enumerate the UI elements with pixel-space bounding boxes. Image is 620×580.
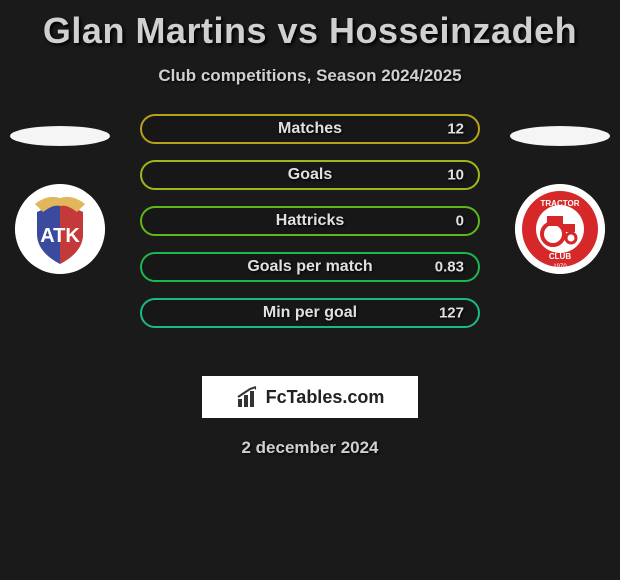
svg-text:CLUB: CLUB	[549, 252, 571, 261]
date-text: 2 december 2024	[0, 438, 620, 458]
stat-value: 12	[447, 121, 464, 138]
stat-label: Goals	[288, 166, 332, 184]
brand-text: FcTables.com	[266, 387, 385, 408]
stat-label: Hattricks	[276, 212, 344, 230]
stat-value: 0	[456, 213, 464, 230]
page-title: Glan Martins vs Hosseinzadeh	[0, 0, 620, 52]
team-left-crest: ATK	[15, 184, 105, 274]
stat-value: 127	[439, 305, 464, 322]
svg-text:1970: 1970	[553, 264, 567, 270]
svg-text:ATK: ATK	[40, 225, 80, 247]
team-left-name-ellipse	[10, 126, 110, 146]
chart-icon	[236, 385, 260, 409]
brand-box[interactable]: FcTables.com	[202, 376, 418, 418]
stat-row: Hattricks 0	[140, 206, 480, 236]
stats-list: Matches 12 Goals 10 Hattricks 0 Goals pe…	[140, 114, 480, 344]
subtitle: Club competitions, Season 2024/2025	[0, 66, 620, 86]
svg-text:TRACTOR: TRACTOR	[541, 199, 580, 208]
stat-label: Min per goal	[263, 304, 357, 322]
comparison-area: ATK TRACTOR CLUB 1970 Matches 12	[0, 114, 620, 364]
tractor-crest-icon: TRACTOR CLUB 1970	[515, 184, 605, 274]
stat-row: Min per goal 127	[140, 298, 480, 328]
stat-value: 0.83	[435, 259, 464, 276]
stat-label: Goals per match	[247, 258, 372, 276]
team-left-column: ATK	[0, 114, 120, 274]
stat-value: 10	[447, 167, 464, 184]
stat-row: Matches 12	[140, 114, 480, 144]
team-right-crest: TRACTOR CLUB 1970	[515, 184, 605, 274]
stat-row: Goals 10	[140, 160, 480, 190]
stat-row: Goals per match 0.83	[140, 252, 480, 282]
atk-crest-icon: ATK	[15, 184, 105, 274]
team-right-name-ellipse	[510, 126, 610, 146]
team-right-column: TRACTOR CLUB 1970	[500, 114, 620, 274]
stat-label: Matches	[278, 120, 342, 138]
